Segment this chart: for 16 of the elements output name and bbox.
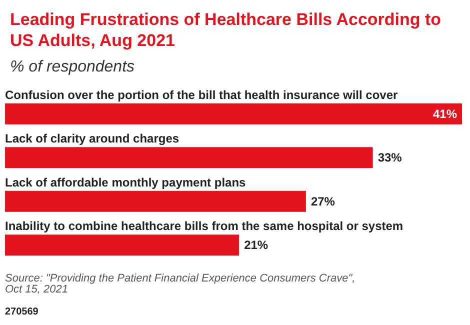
y-tick-label: Confusion over the portion of the bill that health insurance will cover xyxy=(5,88,398,102)
source-note: Source: "Providing the Patient Financial Experience Consumers Crave", Oct 15, 2021 xyxy=(5,272,358,296)
bar xyxy=(5,234,240,256)
text: 270569 xyxy=(5,306,39,318)
y-tick-label: Lack of clarity around charges xyxy=(5,132,180,146)
bar xyxy=(5,147,373,168)
bar xyxy=(5,103,462,124)
data-label: 33% xyxy=(378,150,402,165)
chart-subtitle: % of respondents xyxy=(10,58,135,76)
data-label: 21% xyxy=(244,238,268,252)
data-label: 41% xyxy=(432,106,458,121)
y-tick-label: Lack of affordable monthly payment plans xyxy=(5,175,246,190)
bar xyxy=(5,190,306,212)
data-label: 27% xyxy=(310,194,336,208)
y-tick-label: Inability to combine healthcare bills from the same hospital or system xyxy=(5,219,404,234)
chart-title: Leading Frustrations of Healthcare Bills According to US Adults, Aug 2021 xyxy=(10,10,446,50)
